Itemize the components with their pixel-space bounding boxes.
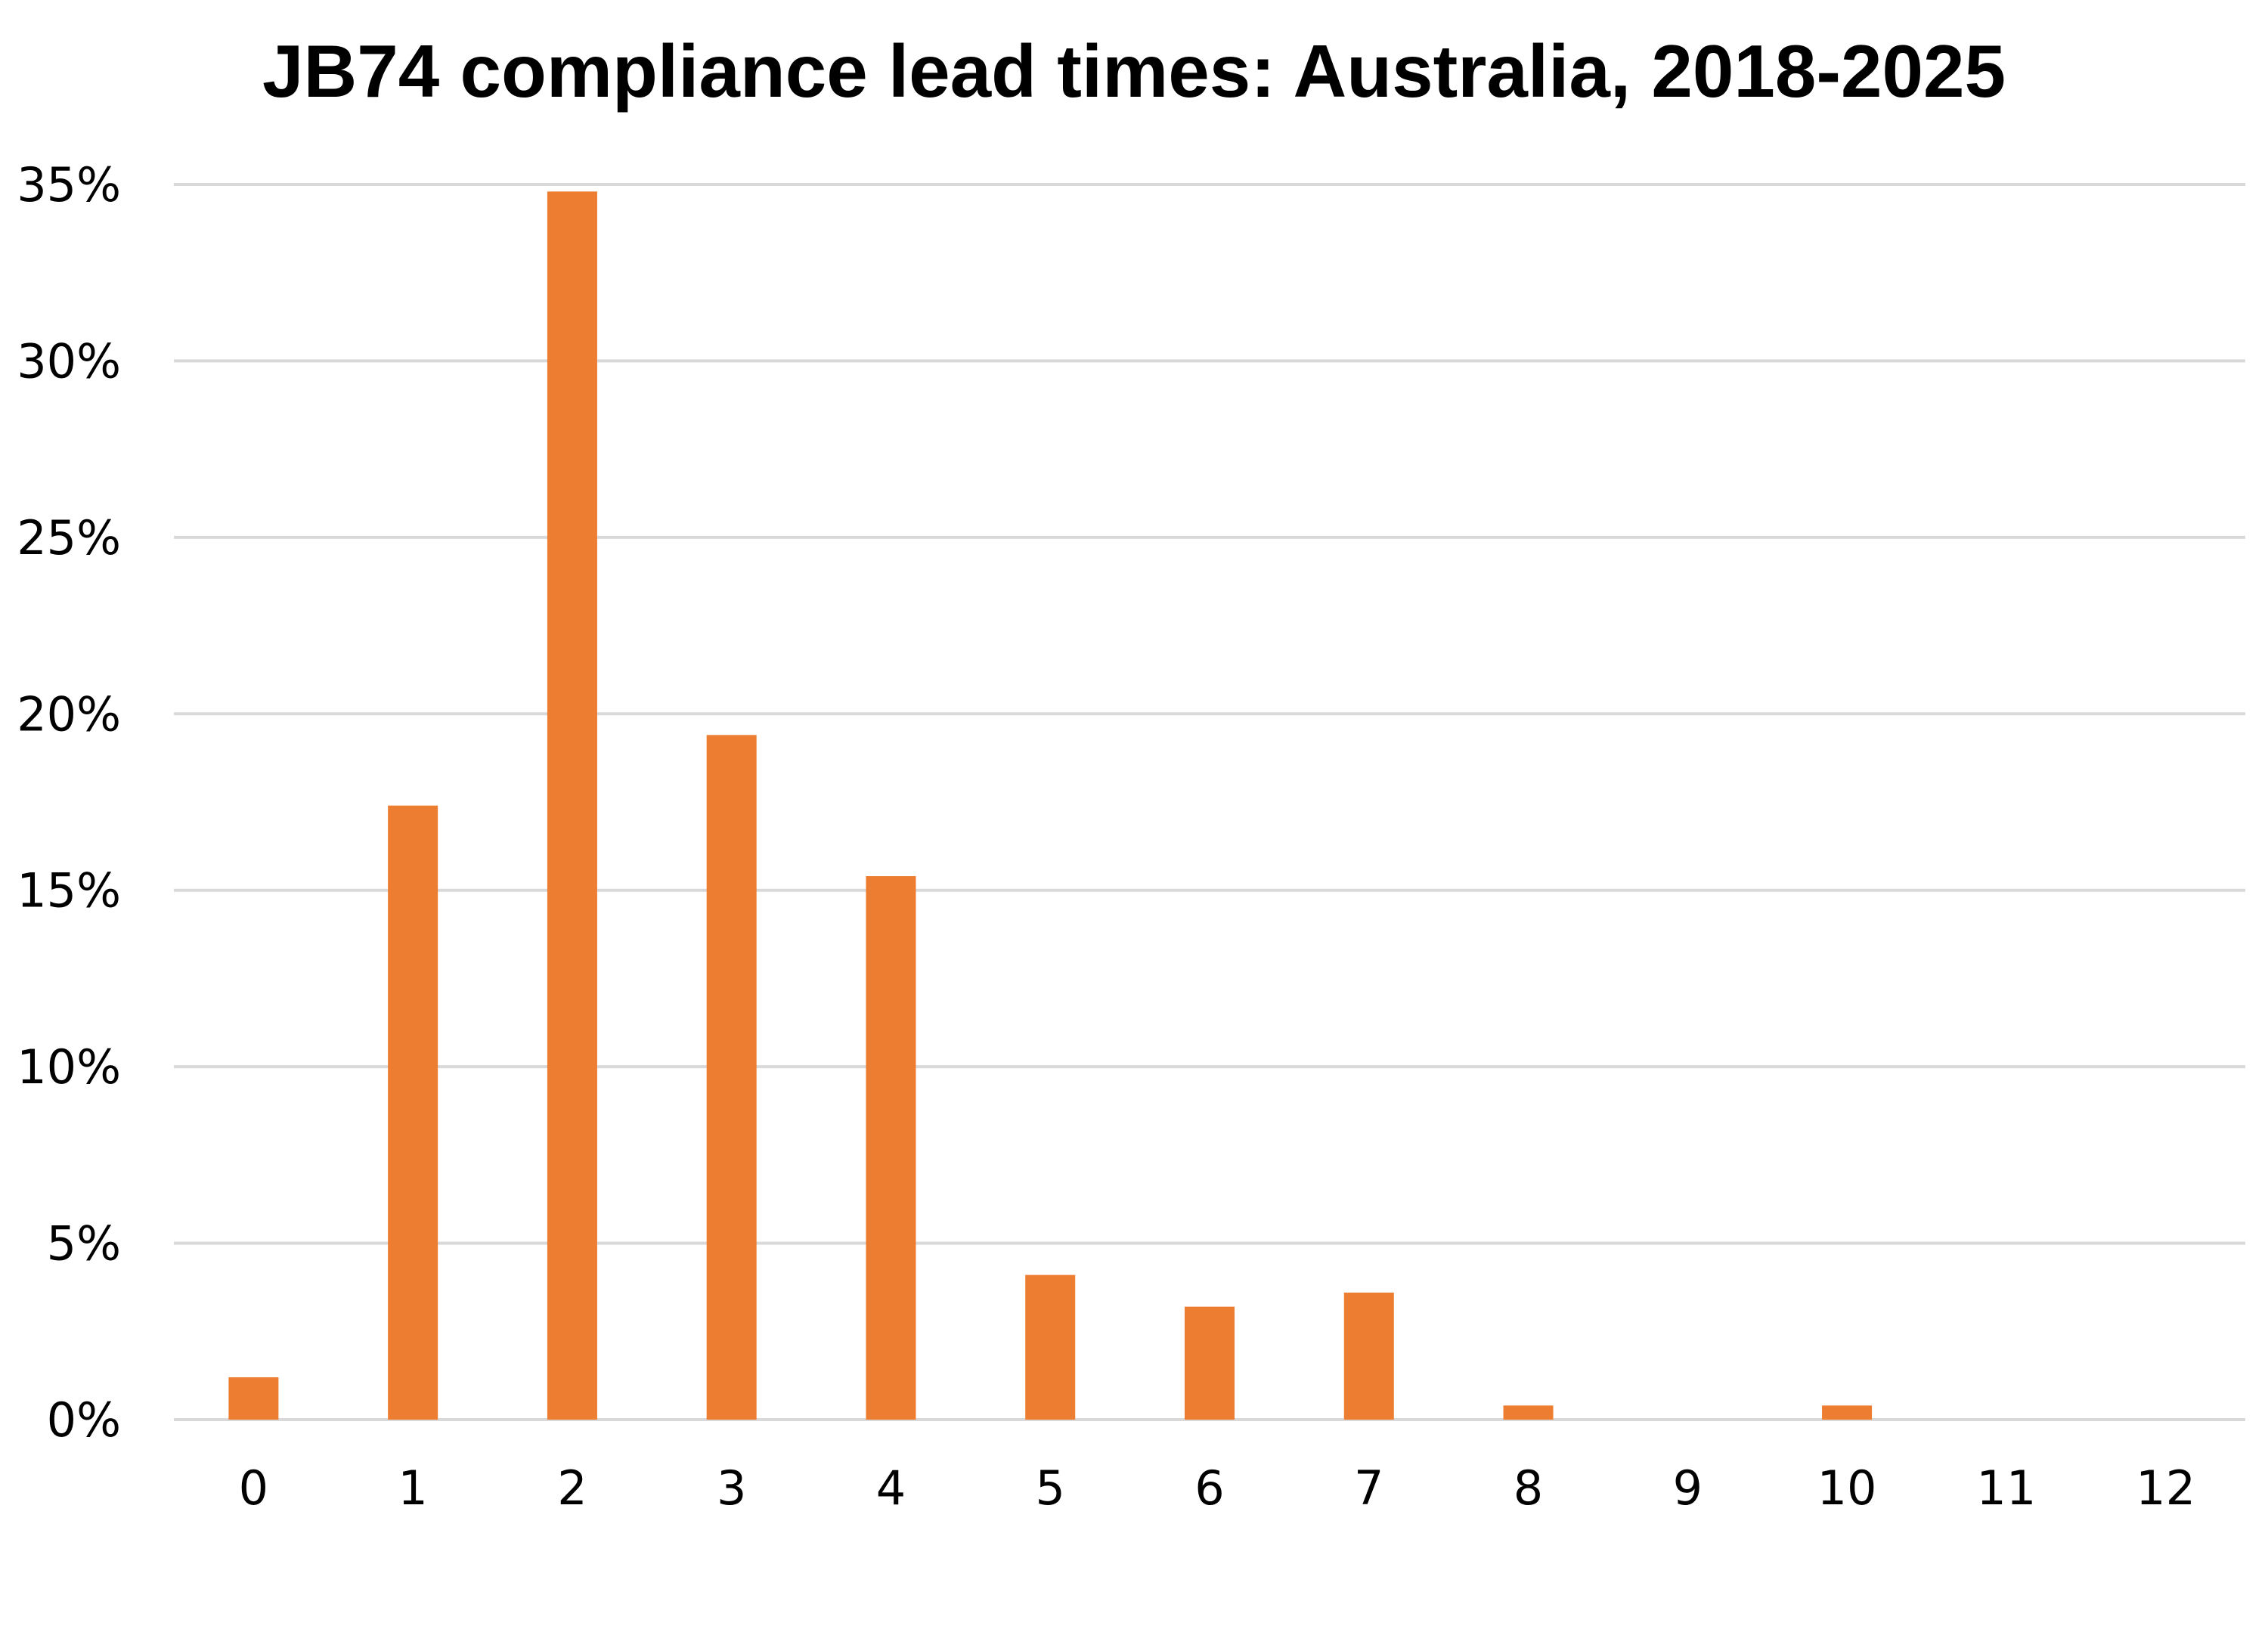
bar-5	[1025, 1274, 1076, 1420]
y-tick-label: 5%	[47, 1216, 121, 1271]
bar-10	[1822, 1405, 1873, 1420]
y-tick-label: 15%	[17, 863, 121, 918]
y-tick-label: 0%	[47, 1392, 121, 1448]
y-tick-label: 35%	[17, 157, 121, 212]
y-tick-label: 10%	[17, 1039, 121, 1095]
x-tick-label: 6	[1194, 1460, 1224, 1516]
y-tick-label: 30%	[17, 333, 121, 389]
y-tick-label: 20%	[17, 686, 121, 742]
chart-title: JB74 compliance lead times: Australia, 2…	[262, 29, 2006, 113]
bar-7	[1343, 1292, 1394, 1420]
bar-1	[388, 805, 438, 1420]
x-tick-label: 9	[1673, 1460, 1703, 1516]
x-tick-label: 2	[557, 1460, 587, 1516]
x-tick-label: 12	[2136, 1460, 2195, 1516]
x-tick-label: 5	[1036, 1460, 1065, 1516]
bar-6	[1185, 1306, 1235, 1420]
x-tick-label: 0	[239, 1460, 268, 1516]
bar-8	[1503, 1405, 1554, 1420]
x-tick-label: 7	[1354, 1460, 1383, 1516]
y-tick-label: 25%	[17, 510, 121, 565]
bar-2	[547, 191, 597, 1420]
bar-0	[228, 1377, 279, 1420]
x-tick-label: 4	[876, 1460, 906, 1516]
x-tick-label: 3	[717, 1460, 746, 1516]
x-tick-label: 10	[1817, 1460, 1877, 1516]
bar-4	[866, 876, 916, 1420]
bar-3	[706, 735, 757, 1420]
x-tick-label: 11	[1976, 1460, 2036, 1516]
x-tick-label: 8	[1514, 1460, 1543, 1516]
x-tick-label: 1	[398, 1460, 427, 1516]
